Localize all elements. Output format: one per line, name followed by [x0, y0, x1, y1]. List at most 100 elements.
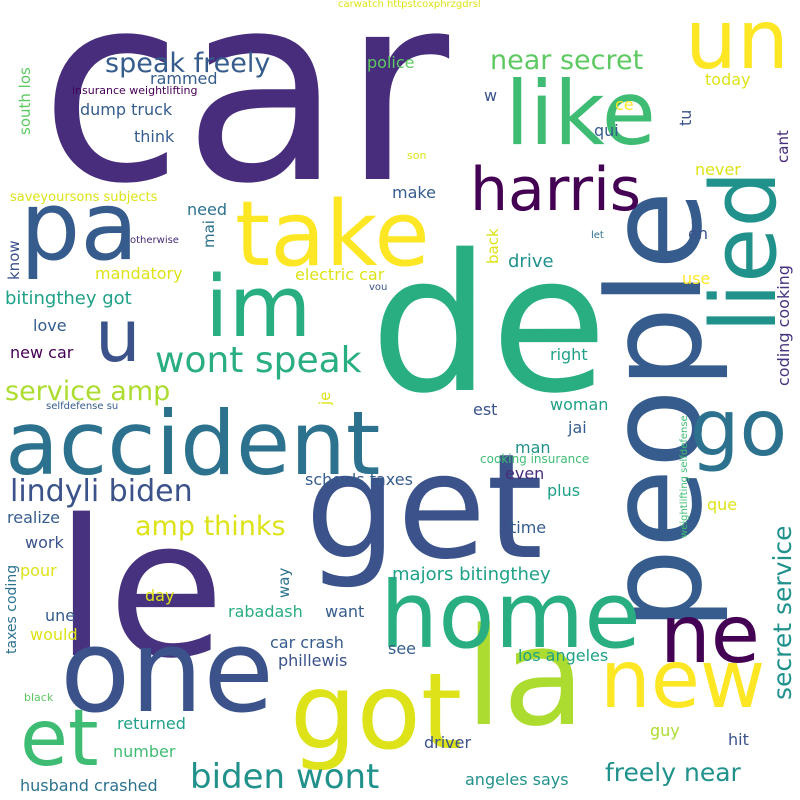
word-schools-taxes: schools taxes	[305, 470, 413, 489]
word-know: know	[5, 240, 23, 280]
word-woman: woman	[550, 395, 609, 414]
word-plus: plus	[547, 481, 581, 500]
word-near-secret: near secret	[490, 45, 644, 76]
word-weightlifting-selfdefense: weightlifting selfdefense	[679, 415, 690, 538]
word-police: police	[367, 53, 415, 72]
word-secret-service: secret service	[768, 525, 797, 700]
word-taxes-coding: taxes coding	[4, 564, 20, 654]
word-vou: vou	[369, 282, 388, 293]
word-want: want	[325, 602, 365, 621]
word-today: today	[705, 70, 751, 89]
word-man: man	[515, 438, 551, 457]
word-je: je	[316, 391, 334, 405]
word-new: new	[600, 633, 766, 726]
word-returned: returned	[117, 714, 186, 733]
word-dump-truck: dump truck	[80, 100, 173, 119]
word-majors-bitingthey: majors bitingthey	[392, 564, 551, 585]
word-like: like	[505, 62, 656, 165]
word-realize: realize	[7, 508, 61, 527]
word-speak-freely: speak freely	[105, 48, 271, 79]
word-bitingthey-got: bitingthey got	[5, 288, 132, 309]
word-la: la	[465, 599, 586, 756]
word-amp-thinks: amp thinks	[135, 511, 286, 542]
word-freely-near: freely near	[605, 758, 741, 787]
word-south-los: south los	[16, 67, 34, 135]
word-think: think	[134, 127, 175, 146]
word-otherwise: otherwise	[130, 235, 179, 246]
word-saveyoursons-subjects: saveyoursons subjects	[10, 190, 158, 205]
word-would: would	[30, 625, 78, 644]
word-wont-speak: wont speak	[155, 340, 362, 381]
word-electric-car: electric car	[295, 265, 385, 284]
word-cant: cant	[774, 130, 792, 163]
word-une: une	[45, 606, 76, 625]
word-coding-cooking: coding cooking	[774, 265, 793, 386]
word-cooking-insurance: cooking insurance	[480, 452, 590, 466]
word-make: make	[392, 183, 436, 202]
word-get: get	[305, 423, 544, 592]
word-insurance-weightlifting: insurance weightlifting	[72, 84, 198, 97]
word-go: go	[690, 384, 788, 474]
word-carwatch-httpstcoxphrzgdrsl: carwatch httpstcoxphrzgdrsl	[338, 0, 481, 10]
word-phillewis: phillewis	[278, 651, 348, 670]
word-time: time	[510, 518, 547, 537]
word-tu: tu	[676, 109, 695, 126]
word-rammed: rammed	[150, 69, 218, 88]
word-got: got	[290, 651, 463, 773]
word-son: son	[407, 149, 427, 162]
word-harris: harris	[470, 155, 642, 225]
word-husband-crashed: husband crashed	[20, 776, 158, 795]
word-hit: hit	[728, 730, 749, 749]
word-service-amp: service amp	[5, 376, 171, 407]
word-angeles-says: angeles says	[465, 770, 569, 789]
word-even: even	[505, 464, 545, 483]
word-car-crash: car crash	[270, 633, 344, 652]
word-selfdefense-su: selfdefense su	[46, 401, 119, 412]
word-black: black	[24, 691, 54, 704]
word-et: et	[20, 694, 99, 784]
word-driver: driver	[424, 733, 472, 752]
word-est: est	[473, 400, 498, 419]
word-number: number	[113, 742, 176, 761]
word-accident: accident	[5, 392, 381, 495]
word-car: car	[40, 0, 450, 241]
word-let: let	[591, 230, 604, 241]
word-rabadash: rabadash	[228, 602, 303, 621]
word-mai: mai	[200, 220, 218, 248]
word-ce: ce	[615, 95, 634, 114]
word-lindyli-biden: lindyli biden	[10, 474, 193, 509]
word-u: u	[95, 294, 141, 378]
word-jai: jai	[568, 418, 587, 437]
word-guy: guy	[650, 721, 680, 740]
word-way: way	[275, 567, 293, 598]
word-back: back	[484, 228, 502, 264]
word-home: home	[380, 562, 641, 669]
word-one: one	[60, 605, 274, 739]
word-see: see	[388, 639, 417, 658]
word-never: never	[695, 160, 741, 179]
word-use: use	[682, 269, 711, 288]
word-un: un	[685, 0, 789, 88]
word-pa: pa	[20, 172, 139, 282]
word-en: en	[688, 224, 708, 243]
word-take: take	[235, 182, 430, 287]
word-drive: drive	[508, 251, 554, 272]
word-de: de	[370, 214, 608, 435]
word-pour: pour	[20, 561, 57, 580]
word-im: im	[205, 258, 312, 357]
word-los-angeles: los angeles	[518, 646, 609, 665]
word-work: work	[25, 533, 64, 552]
word-qui: qui	[594, 121, 619, 140]
word-que: que	[707, 495, 738, 514]
word-mandatory: mandatory	[95, 264, 183, 283]
word-day: day	[145, 586, 175, 605]
word-le: le	[55, 479, 225, 700]
word-love: love	[33, 316, 67, 335]
word-w: w	[484, 86, 498, 105]
word-right: right	[550, 345, 588, 364]
word-new-car: new car	[10, 343, 74, 362]
word-need: need	[187, 200, 227, 219]
word-biden-wont: biden wont	[190, 757, 380, 797]
word-ne: ne	[660, 588, 760, 681]
